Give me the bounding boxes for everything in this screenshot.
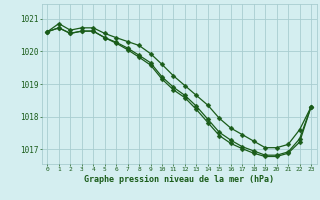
- X-axis label: Graphe pression niveau de la mer (hPa): Graphe pression niveau de la mer (hPa): [84, 175, 274, 184]
